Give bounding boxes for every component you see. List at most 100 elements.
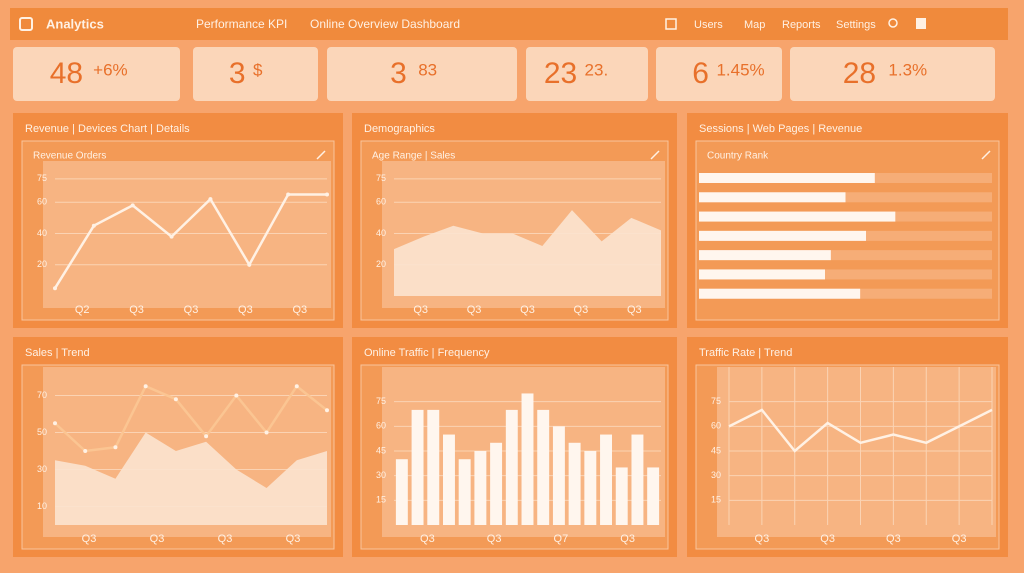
line-dot (294, 384, 299, 389)
line-dot (83, 449, 88, 453)
panel-subtitle: Country Rank (707, 151, 769, 162)
x-tick-label: Q3 (413, 304, 428, 316)
y-tick-label: 60 (37, 197, 47, 207)
edit-icon[interactable] (650, 150, 660, 160)
bar (584, 451, 597, 525)
x-tick-label: Q3 (627, 304, 642, 316)
kpi-note: 23. (585, 60, 609, 79)
kpi-value: 28 (843, 57, 876, 90)
x-tick-label: Q3 (755, 533, 770, 545)
y-tick-label: 30 (376, 470, 386, 480)
kpi-card (327, 47, 517, 101)
kpi-value: 6 (692, 57, 709, 90)
nav-item[interactable]: Map (744, 19, 765, 31)
x-tick-label: Q3 (620, 533, 635, 545)
y-tick-label: 75 (711, 396, 721, 406)
x-tick-label: Q3 (82, 533, 97, 545)
edit-icon[interactable] (316, 150, 326, 160)
y-tick-label: 60 (376, 197, 386, 207)
line (54, 384, 328, 453)
bar-track (699, 269, 992, 280)
y-tick-label: 10 (37, 501, 47, 511)
nav-item[interactable]: Settings (836, 19, 876, 31)
bar (490, 442, 503, 525)
x-tick-label: Q3 (820, 533, 835, 545)
kpi-value: 23 (544, 57, 577, 90)
x-tick-label: Q2 (75, 304, 90, 316)
header-subtitle: Performance KPI (196, 17, 287, 31)
x-tick-label: Q3 (150, 533, 165, 545)
line-dot (264, 430, 269, 435)
nav-item[interactable]: Users (694, 19, 723, 31)
header-bar (10, 8, 1008, 40)
x-tick-label: Q3 (286, 533, 301, 545)
bar (537, 409, 550, 525)
line-dot (208, 197, 213, 202)
bar (600, 434, 612, 525)
y-tick-label: 75 (376, 396, 386, 406)
bar (427, 409, 440, 525)
x-tick-label: Q3 (292, 304, 307, 316)
kpi-card (193, 47, 318, 101)
plot-area (43, 161, 331, 308)
line-dot (91, 223, 96, 228)
line-dot (204, 434, 209, 439)
y-tick-label: 30 (711, 470, 721, 480)
x-tick-label: Q3 (487, 533, 502, 545)
line-dot (143, 384, 148, 389)
y-tick-label: 60 (376, 421, 386, 431)
y-tick-label: 45 (711, 445, 721, 455)
x-tick-label: Q7 (554, 533, 569, 545)
bar (505, 409, 518, 525)
bar (699, 250, 831, 261)
settings-icon[interactable] (916, 18, 926, 29)
x-tick-label: Q3 (574, 304, 589, 316)
nav-item[interactable]: Reports (782, 19, 821, 31)
panel-subtitle: Age Range | Sales (372, 151, 455, 162)
kpi-note: +6% (93, 60, 128, 79)
panel-title: Sales | Trend (25, 347, 90, 359)
bar-track (699, 250, 992, 261)
bar (411, 409, 424, 525)
y-tick-label: 45 (376, 445, 386, 455)
kpi-card (790, 47, 995, 101)
kpi-card (13, 47, 180, 101)
y-tick-label: 75 (376, 173, 386, 183)
panel-title: Traffic Rate | Trend (699, 347, 792, 359)
y-tick-label: 40 (37, 228, 47, 238)
line-dot (173, 397, 178, 402)
kpi-value: 48 (50, 57, 83, 90)
y-tick-label: 40 (376, 228, 386, 238)
line-dot (325, 408, 329, 413)
line (53, 193, 327, 289)
search-icon[interactable] (888, 18, 898, 28)
menu-icon[interactable] (665, 18, 677, 30)
y-tick-label: 70 (37, 390, 47, 400)
y-tick-label: 30 (37, 464, 47, 474)
x-tick-label: Q3 (184, 304, 199, 316)
panel-subtitle: Revenue Orders (33, 151, 106, 162)
x-tick-label: Q3 (238, 304, 253, 316)
bar (631, 434, 644, 525)
bar (699, 269, 825, 280)
line (728, 408, 993, 453)
kpi-note: 1.45% (716, 60, 764, 79)
kpi-note: 83 (418, 60, 437, 79)
logo-icon (19, 17, 33, 31)
bar (615, 467, 628, 525)
line-dot (286, 192, 291, 197)
bar (395, 459, 408, 525)
area (55, 432, 327, 525)
bar (699, 288, 861, 299)
line-dot (234, 393, 239, 398)
kpi-note: 1.3% (888, 60, 927, 79)
bar (699, 211, 896, 222)
line-dot (169, 234, 174, 239)
x-tick-label: Q3 (420, 533, 435, 545)
edit-icon[interactable] (981, 150, 991, 160)
brand[interactable]: Analytics (46, 16, 104, 31)
panel-title: Sessions | Web Pages | Revenue (699, 123, 862, 135)
plot-area (717, 367, 996, 537)
line-dot (53, 421, 57, 426)
kpi-note: $ (253, 60, 263, 79)
